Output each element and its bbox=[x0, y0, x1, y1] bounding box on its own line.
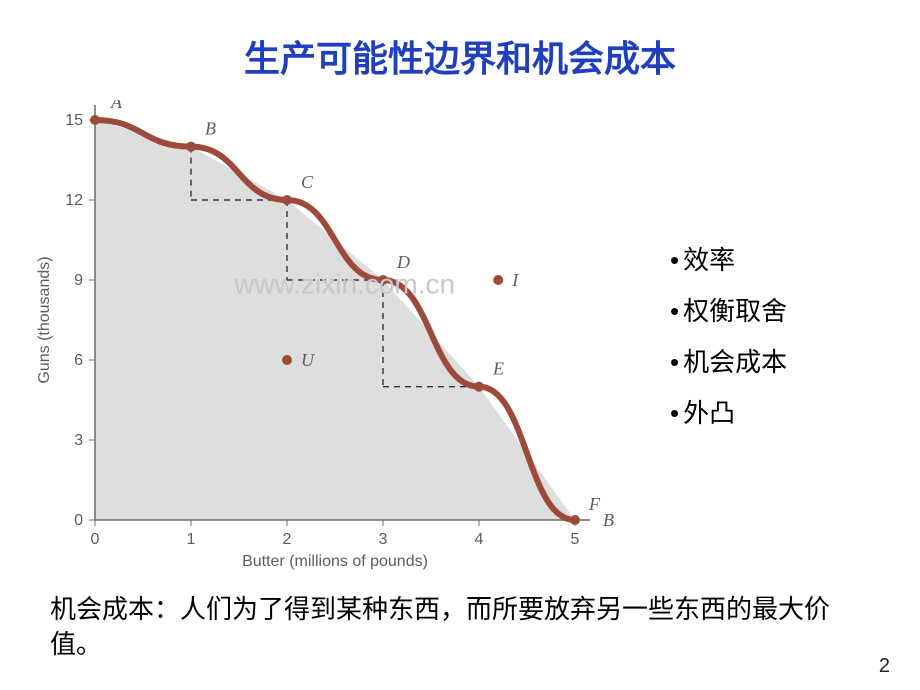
ppf-chart: 01234503691215Butter (millions of pounds… bbox=[25, 100, 615, 575]
page-number: 2 bbox=[879, 655, 890, 678]
y-tick-label: 3 bbox=[74, 432, 83, 449]
x-tick-label: 5 bbox=[571, 531, 580, 548]
curve-point bbox=[282, 195, 292, 205]
x-tick-label: 0 bbox=[91, 531, 100, 548]
y-tick-label: 9 bbox=[74, 272, 83, 289]
bullet-item: 权衡取舍 bbox=[670, 291, 787, 328]
bullet-item: 机会成本 bbox=[670, 342, 787, 379]
chart-svg: 01234503691215Butter (millions of pounds… bbox=[25, 100, 615, 570]
point-label: U bbox=[301, 350, 315, 370]
page-root: 生产可能性边界和机会成本 01234503691215Butter (milli… bbox=[0, 0, 920, 690]
definition-text: 机会成本：人们为了得到某种东西，而所要放弃另一些东西的最大价值。 bbox=[50, 592, 830, 662]
watermark: www.zixin.com.cn bbox=[233, 268, 455, 299]
curve-point bbox=[90, 115, 100, 125]
bullet-item: 效率 bbox=[670, 240, 787, 277]
point-label: F bbox=[588, 494, 601, 514]
axis-end-label: B bbox=[603, 510, 614, 530]
y-tick-label: 0 bbox=[74, 512, 83, 529]
extra-point bbox=[282, 355, 292, 365]
point-label: E bbox=[492, 359, 504, 379]
point-label: B bbox=[205, 119, 216, 139]
extra-point bbox=[493, 275, 503, 285]
x-axis-label: Butter (millions of pounds) bbox=[242, 553, 428, 570]
y-axis-label: Guns (thousands) bbox=[36, 256, 53, 383]
bullet-item: 外凸 bbox=[670, 393, 787, 430]
curve-point bbox=[186, 142, 196, 152]
bullet-list: 效率权衡取舍机会成本外凸 bbox=[670, 240, 787, 444]
curve-point bbox=[570, 515, 580, 525]
x-tick-label: 1 bbox=[187, 531, 196, 548]
x-tick-label: 4 bbox=[475, 531, 484, 548]
page-title: 生产可能性边界和机会成本 bbox=[0, 30, 920, 82]
axis-end-label: G bbox=[113, 100, 126, 102]
curve-point bbox=[474, 382, 484, 392]
shaded-area bbox=[95, 120, 575, 520]
y-tick-label: 12 bbox=[65, 192, 83, 209]
x-tick-label: 3 bbox=[379, 531, 388, 548]
point-label: I bbox=[511, 270, 519, 290]
x-tick-label: 2 bbox=[283, 531, 292, 548]
point-label: C bbox=[301, 172, 314, 192]
y-tick-label: 6 bbox=[74, 352, 83, 369]
y-tick-label: 15 bbox=[65, 112, 83, 129]
